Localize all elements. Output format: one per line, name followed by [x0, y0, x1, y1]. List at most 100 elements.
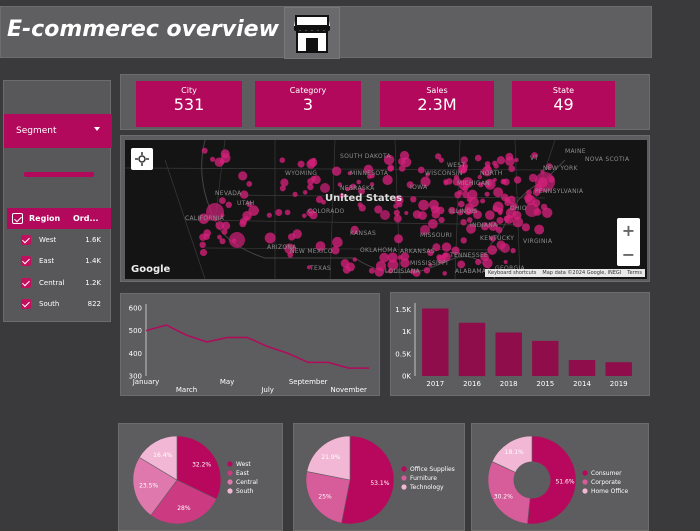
map-point	[535, 172, 555, 192]
legend-label: Home Office	[591, 488, 628, 495]
map-point	[345, 186, 350, 192]
pie-slice	[176, 435, 222, 500]
orders-column-header[interactable]: Ord...	[73, 214, 99, 223]
map-point	[350, 225, 359, 234]
map-point	[438, 157, 444, 163]
pie-chart-category[interactable]: 53.1% 25% 21.9% Office Supplies Furniture Tec…	[294, 424, 464, 530]
map-point	[337, 182, 343, 187]
google-logo: Google	[131, 264, 171, 275]
region-name: East	[39, 257, 55, 266]
map-point	[356, 179, 361, 185]
kpi-value: 2.3M	[417, 95, 457, 114]
map-point	[306, 265, 312, 270]
map-point	[210, 156, 216, 162]
region-orders: 1.2K	[85, 278, 101, 287]
region-table-header: Region Ord...	[7, 208, 111, 229]
filter-sidebar: Segment Region Ord... West 1.6K East 1.4…	[3, 80, 112, 322]
map-point	[500, 178, 507, 185]
map-point	[480, 222, 489, 231]
map-point	[460, 237, 467, 244]
map-point	[532, 188, 541, 196]
map-point	[217, 234, 222, 240]
map-point	[404, 211, 409, 215]
map-point	[474, 154, 482, 162]
map-point	[394, 195, 404, 205]
map-point	[462, 177, 474, 188]
map-point	[525, 203, 539, 217]
map-point	[540, 203, 548, 211]
map-point	[466, 223, 476, 234]
locate-icon[interactable]	[131, 148, 153, 170]
map-point	[220, 149, 230, 159]
map-state-label: NEVADA	[215, 190, 242, 197]
segment-label: Segment	[16, 126, 57, 136]
map-data-text: Map data ©2024 Google, INEGI	[542, 270, 622, 276]
kpi-label: Sales	[426, 86, 448, 95]
map-point	[246, 181, 253, 187]
table-row[interactable]: East 1.4K	[7, 251, 111, 273]
segment-dropdown[interactable]: Segment	[4, 114, 112, 148]
state-border	[514, 140, 521, 279]
map-point	[352, 257, 357, 262]
map-point	[308, 158, 318, 168]
x-tick-label: November	[331, 386, 368, 394]
donut-chart-segment[interactable]: 51.6% 30.2% 18.1% Consumer Corporate Home Off…	[472, 424, 648, 530]
slice-value-label: 23.5%	[139, 483, 158, 490]
region-column-header[interactable]: Region	[29, 214, 61, 223]
legend-swatch	[227, 470, 233, 476]
map-point	[280, 178, 289, 187]
keyboard-shortcuts-link[interactable]: Keyboard shortcuts	[487, 270, 537, 276]
legend-label: Technology	[409, 484, 444, 491]
map-point	[331, 166, 342, 176]
map-point	[388, 268, 393, 274]
map-state-label: PENNSYLVANIA	[535, 188, 584, 195]
map-point	[320, 183, 330, 193]
region-table: Region Ord... West 1.6K East 1.4K Centra…	[7, 208, 111, 315]
zoom-in-button[interactable]: +	[621, 220, 636, 240]
pie-chart-region[interactable]: 32.2% 28% 23.5% 16.4% West East Central South	[119, 424, 282, 530]
map-state-label: NEW YORK	[543, 165, 578, 172]
x-tick-label: 2014	[573, 380, 591, 388]
bar-chart[interactable]: 1.5K 1K 0.5K 0K 2017 2016 2018 2015 2014 2019	[391, 293, 649, 395]
segment-slider-track[interactable]	[24, 172, 94, 177]
bar	[422, 308, 449, 376]
map-point	[397, 255, 403, 260]
map-point	[374, 205, 383, 214]
region-name: Central	[39, 278, 65, 287]
table-row[interactable]: West 1.6K	[7, 229, 111, 251]
map-point	[240, 190, 249, 199]
map-point	[307, 183, 314, 191]
legend-label: Central	[236, 479, 258, 486]
map-point	[432, 243, 441, 252]
row-checkbox[interactable]	[21, 277, 31, 288]
map-state-label: MAINE	[565, 148, 586, 155]
map-state-label: MINNESOTA	[350, 170, 389, 177]
terms-link[interactable]: Terms	[627, 270, 642, 276]
table-row[interactable]: South 822	[7, 294, 111, 316]
pie-slice	[305, 471, 351, 524]
zoom-out-button[interactable]: −	[621, 244, 636, 264]
map-point	[509, 202, 518, 210]
map-point	[302, 190, 308, 195]
map-point	[368, 267, 375, 274]
map-point	[428, 262, 433, 267]
map-point	[266, 212, 272, 218]
map-point	[526, 189, 532, 196]
table-row[interactable]: Central 1.2K	[7, 272, 111, 294]
map-point	[503, 260, 508, 264]
select-all-checkbox[interactable]	[12, 213, 23, 224]
map-state-label: ALABAMA	[455, 268, 487, 275]
legend-label: East	[236, 470, 250, 477]
y-tick-label: 500	[129, 327, 142, 335]
map-point	[427, 249, 434, 256]
slice-value-label: 51.6%	[555, 479, 574, 486]
map-point	[512, 216, 524, 228]
sales-map[interactable]: United States SOUTH DAKOTA WYOMING NEBRASK…	[125, 140, 647, 279]
slice-value-label: 25%	[318, 494, 332, 501]
map-state-label: MISSISSIPPI	[410, 260, 449, 267]
row-checkbox[interactable]	[21, 256, 31, 267]
row-checkbox[interactable]	[21, 299, 31, 310]
row-checkbox[interactable]	[21, 234, 31, 245]
map-point	[466, 217, 473, 223]
